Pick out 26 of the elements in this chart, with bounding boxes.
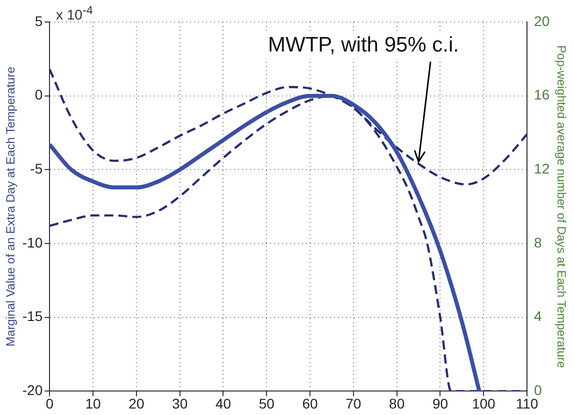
y-tick-label: -10 [22,234,43,250]
y2-tick-label: 20 [534,12,550,29]
x-tick-label: 90 [432,395,448,412]
x-tick-label: 30 [172,395,188,412]
x-tick-label: 60 [302,395,318,412]
y2-axis-title: Pop-weighted average number of Days at Each Temperature [554,45,568,368]
y2-tick-label: 16 [534,86,550,103]
annotation: x 10$^{-4}$ [56,4,93,23]
y-tick-label: -5 [30,160,43,177]
y2-tick-label: 12 [534,160,550,177]
annotation: MWTP, with 95% c.i. [268,34,460,57]
x-tick-label: 70 [346,395,362,412]
x-tick-label: 20 [128,395,144,412]
y-tick-label: -20 [22,382,43,398]
x-tick-label: 100 [472,395,496,412]
x-tick-label: 50 [258,395,275,412]
x-tick-label: 10 [85,395,102,412]
x-tick-label: 80 [389,395,405,412]
y-tick-label: 5 [34,12,43,29]
y-tick-label: -15 [22,308,43,324]
x-tick-label: 0 [46,395,54,412]
y-axis-title: Marginal Value of an Extra Day at Each Temperature [4,66,18,346]
x-tick-label: 40 [215,395,232,412]
y2-tick-label: 8 [534,234,542,250]
y2-tick-label: 4 [534,308,542,324]
y-tick-label: 0 [34,86,43,103]
